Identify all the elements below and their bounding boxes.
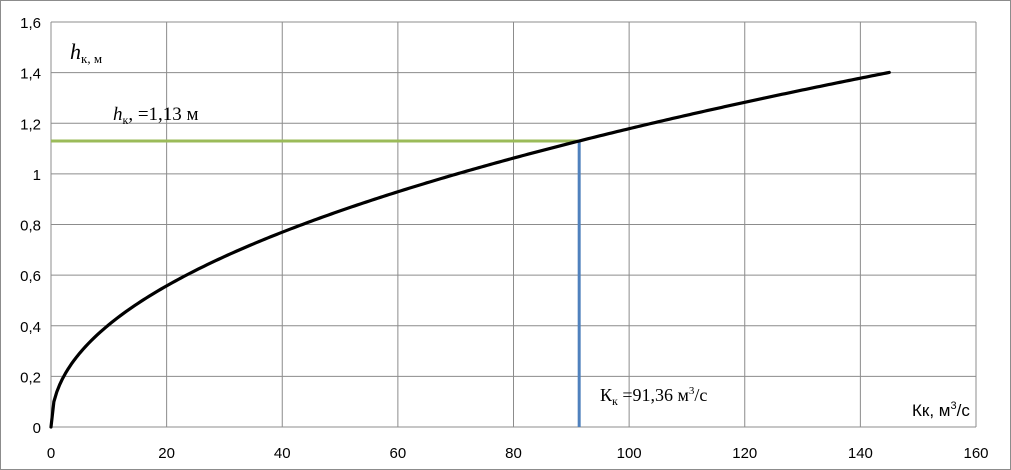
y-tick-label: 1,6 [20,15,41,32]
y-axis-label: hк, м [70,39,102,66]
critical-discharge-label-sup: 3 [689,385,695,397]
x-tick-label: 160 [963,445,988,462]
x-axis-label: Кк, м3/с [912,400,970,420]
y-tick-label: 0,2 [20,369,41,386]
x-tick-label: 80 [505,445,522,462]
x-axis-label-sup: 3 [950,400,956,412]
critical-depth-label-text: , =1,13 м [128,104,198,125]
y-tick-label: 1 [33,167,41,184]
y-tick-label: 0 [33,420,41,437]
x-tick-label: 60 [390,445,407,462]
y-tick-label: 1,4 [20,66,41,83]
critical-discharge-label-text2: =91,36 м [618,385,689,405]
x-axis-label-tail: /с [957,401,971,420]
x-tick-label: 20 [158,445,175,462]
grid [50,21,977,428]
y-axis-label-sub: к, м [81,51,102,66]
x-tick-label: 0 [47,445,55,462]
x-axis-label-text: Кк, м [912,401,950,420]
x-tick-labels: 0 20 40 60 80 100 120 140 160 [47,445,989,462]
series-line [49,70,891,429]
x-tick-label: 100 [617,445,642,462]
critical-discharge-label-sub: к [612,394,618,408]
y-tick-label: 0,4 [20,319,41,336]
critical-depth-label-var: h [113,104,123,125]
y-tick-label: 0,6 [20,268,41,285]
y-tick-label: 0,8 [20,218,41,235]
x-tick-label: 40 [274,445,291,462]
critical-depth-label-sub: к [123,113,129,127]
x-tick-label: 140 [848,445,873,462]
critical-discharge-label-text: К [600,385,613,405]
y-tick-labels: 0 0,2 0,4 0,6 0,8 1 1,2 1,4 1,6 [20,15,41,437]
critical-discharge-label: Кк =91,36 м3/с [600,385,707,408]
y-axis-label-var: h [70,39,81,64]
critical-discharge-label-tail: /с [694,385,707,405]
x-tick-label: 120 [732,445,757,462]
critical-depth-label: hк, =1,13 м [113,104,199,127]
y-tick-label: 1,2 [20,116,41,133]
